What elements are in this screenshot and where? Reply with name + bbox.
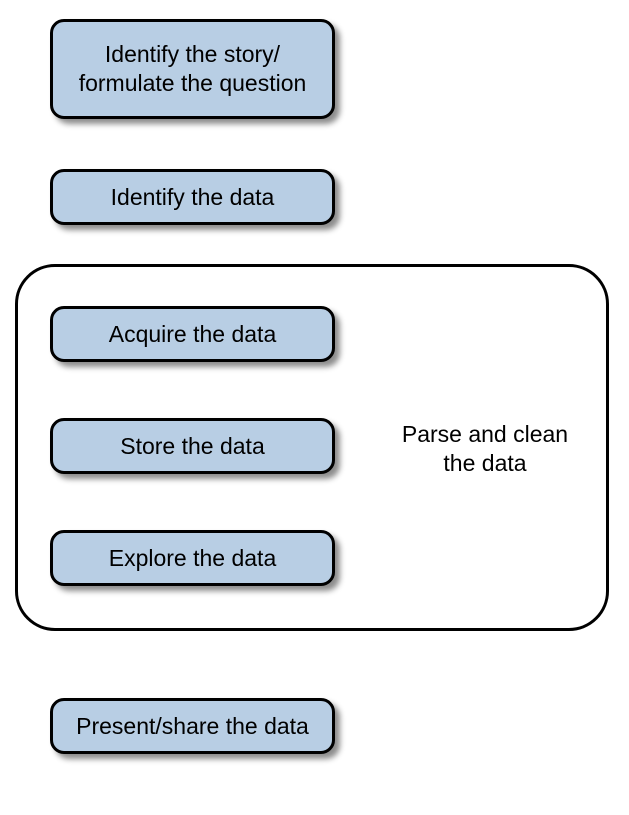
box-label: Store the data (120, 432, 265, 461)
box-label: Identify the story/formulate the questio… (79, 40, 307, 98)
group-label-text: Parse and cleanthe data (402, 421, 568, 476)
diagram-canvas: Identify the story/formulate the questio… (0, 0, 629, 815)
box-present-data: Present/share the data (50, 698, 335, 754)
box-acquire-data: Acquire the data (50, 306, 335, 362)
group-label-parse-clean: Parse and cleanthe data (390, 420, 580, 478)
box-explore-data: Explore the data (50, 530, 335, 586)
box-identify-data: Identify the data (50, 169, 335, 225)
box-label: Identify the data (111, 183, 275, 212)
box-label: Acquire the data (109, 320, 277, 349)
box-identify-story: Identify the story/formulate the questio… (50, 19, 335, 119)
box-label: Explore the data (109, 544, 277, 573)
box-label: Present/share the data (76, 712, 309, 741)
box-store-data: Store the data (50, 418, 335, 474)
